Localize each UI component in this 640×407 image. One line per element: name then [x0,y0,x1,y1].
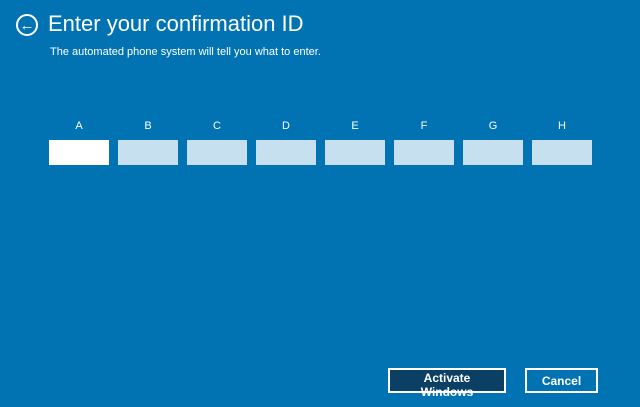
field-group-c: C [187,119,247,165]
confirmation-id-input-a[interactable] [49,140,109,165]
field-group-g: G [463,119,523,165]
field-group-a: A [49,119,109,165]
field-label: H [558,120,566,132]
confirmation-id-input-c[interactable] [187,140,247,165]
field-label: B [144,120,152,132]
field-group-h: H [532,119,592,165]
field-group-d: D [256,119,316,165]
confirmation-id-input-h[interactable] [532,140,592,165]
page-title: Enter your confirmation ID [48,11,304,36]
field-label: E [351,120,359,132]
confirmation-id-input-d[interactable] [256,140,316,165]
field-label: C [213,120,221,132]
confirmation-id-input-b[interactable] [118,140,178,165]
confirmation-id-input-e[interactable] [325,140,385,165]
field-group-b: B [118,119,178,165]
field-label: F [420,120,428,132]
activate-windows-button[interactable]: Activate Windows [388,368,506,399]
field-label: A [75,120,83,132]
field-group-e: E [325,119,385,165]
cancel-button[interactable]: Cancel [525,368,598,393]
field-label: D [282,120,290,132]
page-subtitle: The automated phone system will tell you… [50,46,321,58]
field-group-f: F [394,119,454,165]
field-label: G [488,120,498,132]
confirmation-id-input-f[interactable] [394,140,454,165]
back-arrow-icon[interactable]: ← [16,14,38,36]
confirmation-id-input-g[interactable] [463,140,523,165]
